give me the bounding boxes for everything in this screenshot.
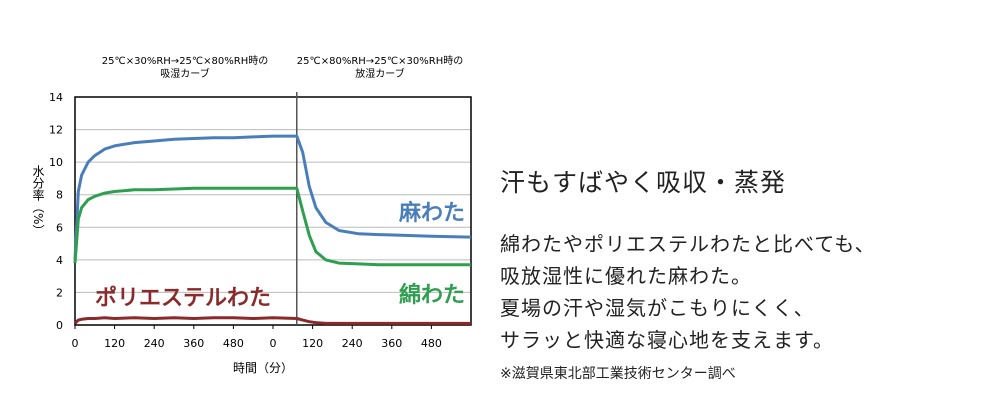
phase-label: 25℃×80%RH→25℃×30%RH時の [297, 55, 463, 67]
series-line [73, 134, 472, 260]
series-label: 麻わた [398, 200, 465, 226]
body-line: サラッと快適な寝心地を支えます。 [500, 328, 834, 352]
phase-label: 放湿カーブ [355, 67, 404, 80]
x-axis-label: 時間（分） [233, 361, 293, 375]
x-tick-label: 480 [421, 337, 442, 350]
x-tick-label: 480 [223, 337, 244, 350]
y-tick-label: 2 [56, 286, 63, 299]
body: 綿わたやポリエステルわたと比べても、 吸放湿性に優れた麻わた。 夏場の汗や湿気が… [500, 228, 876, 356]
plot-frame [74, 96, 472, 326]
x-tick-label: 240 [144, 337, 165, 350]
x-tick-label: 240 [342, 337, 363, 350]
x-tick-label: 120 [302, 337, 323, 350]
phase-label: 25℃×30%RH→25℃×80%RH時の [102, 55, 268, 67]
body-line: 夏場の汗や湿気がこもりにくく、 [500, 296, 815, 320]
series-label: ポリエステルわた [95, 285, 271, 311]
series-line [73, 186, 471, 267]
phase-label: 吸湿カーブ [160, 67, 209, 80]
x-tick-label: 0 [270, 337, 277, 350]
y-tick-label: 8 [56, 189, 63, 202]
x-tick-label: 0 [72, 337, 79, 350]
chart: 0 2 4 6 8 10 12 14 0 120 240 360 480 0 120 240 360 480 麻わた… [31, 55, 472, 375]
series-line [73, 316, 471, 325]
y-tick-label: 10 [49, 156, 63, 169]
y-tick-label: 0 [56, 319, 63, 332]
body-line: 綿わたやポリエステルわたと比べても、 [500, 232, 876, 256]
x-tick-label: 360 [381, 337, 402, 350]
y-tick-label: 14 [49, 91, 63, 104]
y-tick-label: 4 [56, 254, 63, 267]
note: ※滋賀県東北部工業技術センター調べ [500, 366, 736, 382]
y-tick-label: 12 [49, 124, 63, 137]
x-tick-label: 120 [104, 337, 125, 350]
y-axis-label: 水分率（%） [31, 165, 45, 237]
series-label: 綿わた [399, 282, 465, 308]
y-tick-label: 6 [56, 221, 63, 234]
body-line: 吸放湿性に優れた麻わた。 [500, 264, 752, 288]
x-tick-label: 360 [183, 337, 204, 350]
heading: 汗もすばやく吸収・蒸発 [500, 168, 787, 197]
